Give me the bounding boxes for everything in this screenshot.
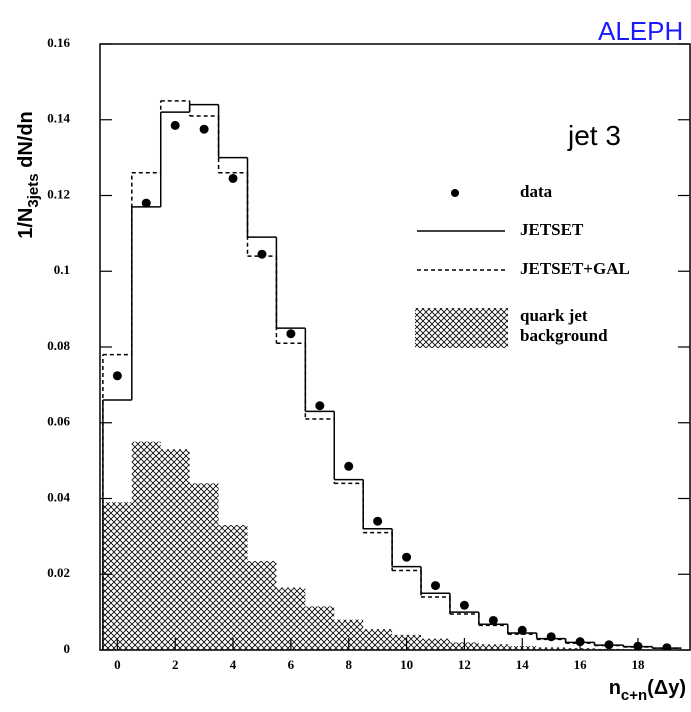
legend-label: quark jet background — [520, 306, 608, 345]
x-tick-label: 12 — [458, 657, 471, 672]
data-point — [257, 249, 267, 259]
y-label-main: 1/N — [15, 208, 37, 239]
data-point — [170, 120, 180, 130]
x-tick-label: 10 — [400, 657, 413, 672]
chart-title: ALEPH — [598, 16, 683, 46]
y-tick-label: 0.14 — [47, 111, 70, 126]
data-point — [228, 173, 238, 183]
x-tick-label: 16 — [574, 657, 588, 672]
x-tick-label: 4 — [230, 657, 237, 672]
x-tick-label: 6 — [288, 657, 295, 672]
data-point — [662, 643, 672, 650]
data-point — [430, 581, 440, 591]
legend-symbol — [415, 308, 508, 348]
y-tick-label: 0 — [64, 641, 71, 656]
y-tick-label: 0.06 — [47, 414, 70, 429]
legend-label: data — [520, 182, 553, 201]
x-tick-label: 2 — [172, 657, 179, 672]
data-point — [459, 600, 469, 610]
y-label-sub: 3jets — [25, 173, 42, 207]
hatched-bar — [160, 449, 190, 650]
x-tick-label: 0 — [114, 657, 121, 672]
y-tick-label: 0.16 — [47, 35, 70, 50]
hatched-bar — [305, 606, 335, 650]
data-point — [373, 516, 383, 526]
data-point — [199, 124, 209, 134]
data-point — [112, 371, 122, 381]
plot-area — [102, 100, 682, 650]
legend-symbol — [451, 189, 459, 197]
hatched-bar — [363, 629, 393, 650]
x-axis-label: nc+n(Δy) — [609, 677, 686, 704]
hatched-bar — [421, 638, 450, 650]
y-label-rest: dN/dn — [15, 111, 37, 173]
hatched-bar — [218, 525, 248, 650]
legend-label-box: quark jet background — [520, 306, 608, 345]
y-axis-label: 1/N3jets dN/dn — [15, 111, 42, 239]
annotation: jet 3 — [567, 120, 621, 151]
hatched-bar — [247, 560, 277, 650]
y-tick-label: 0.1 — [54, 262, 70, 277]
legend-label: JETSET+GAL — [520, 259, 630, 278]
x-label-sub: c+n — [621, 687, 647, 704]
hatched-bar — [131, 441, 161, 650]
y-tick-label: 0.04 — [47, 489, 70, 504]
data-point — [488, 615, 498, 625]
y-tick-label: 0.02 — [47, 565, 70, 580]
data-point — [546, 632, 556, 642]
data-point — [141, 198, 151, 208]
hatched-bar — [478, 644, 508, 650]
x-tick-label: 8 — [345, 657, 352, 672]
x-label-rest: (Δy) — [647, 677, 686, 699]
x-tick-label: 18 — [631, 657, 645, 672]
data-point — [315, 401, 325, 411]
hatched-bar — [102, 502, 132, 650]
x-label-main: n — [609, 677, 621, 699]
data-point — [402, 552, 412, 562]
data-point — [286, 329, 296, 339]
x-tick-label: 14 — [516, 657, 530, 672]
hatched-bar — [536, 647, 566, 650]
legend-label: JETSET — [520, 220, 584, 239]
hatched-bar — [189, 483, 219, 650]
data-point — [517, 625, 527, 635]
data-point — [604, 640, 614, 650]
y-tick-label: 0.08 — [47, 338, 70, 353]
y-tick-label: 0.12 — [47, 186, 70, 201]
data-point — [344, 461, 354, 471]
